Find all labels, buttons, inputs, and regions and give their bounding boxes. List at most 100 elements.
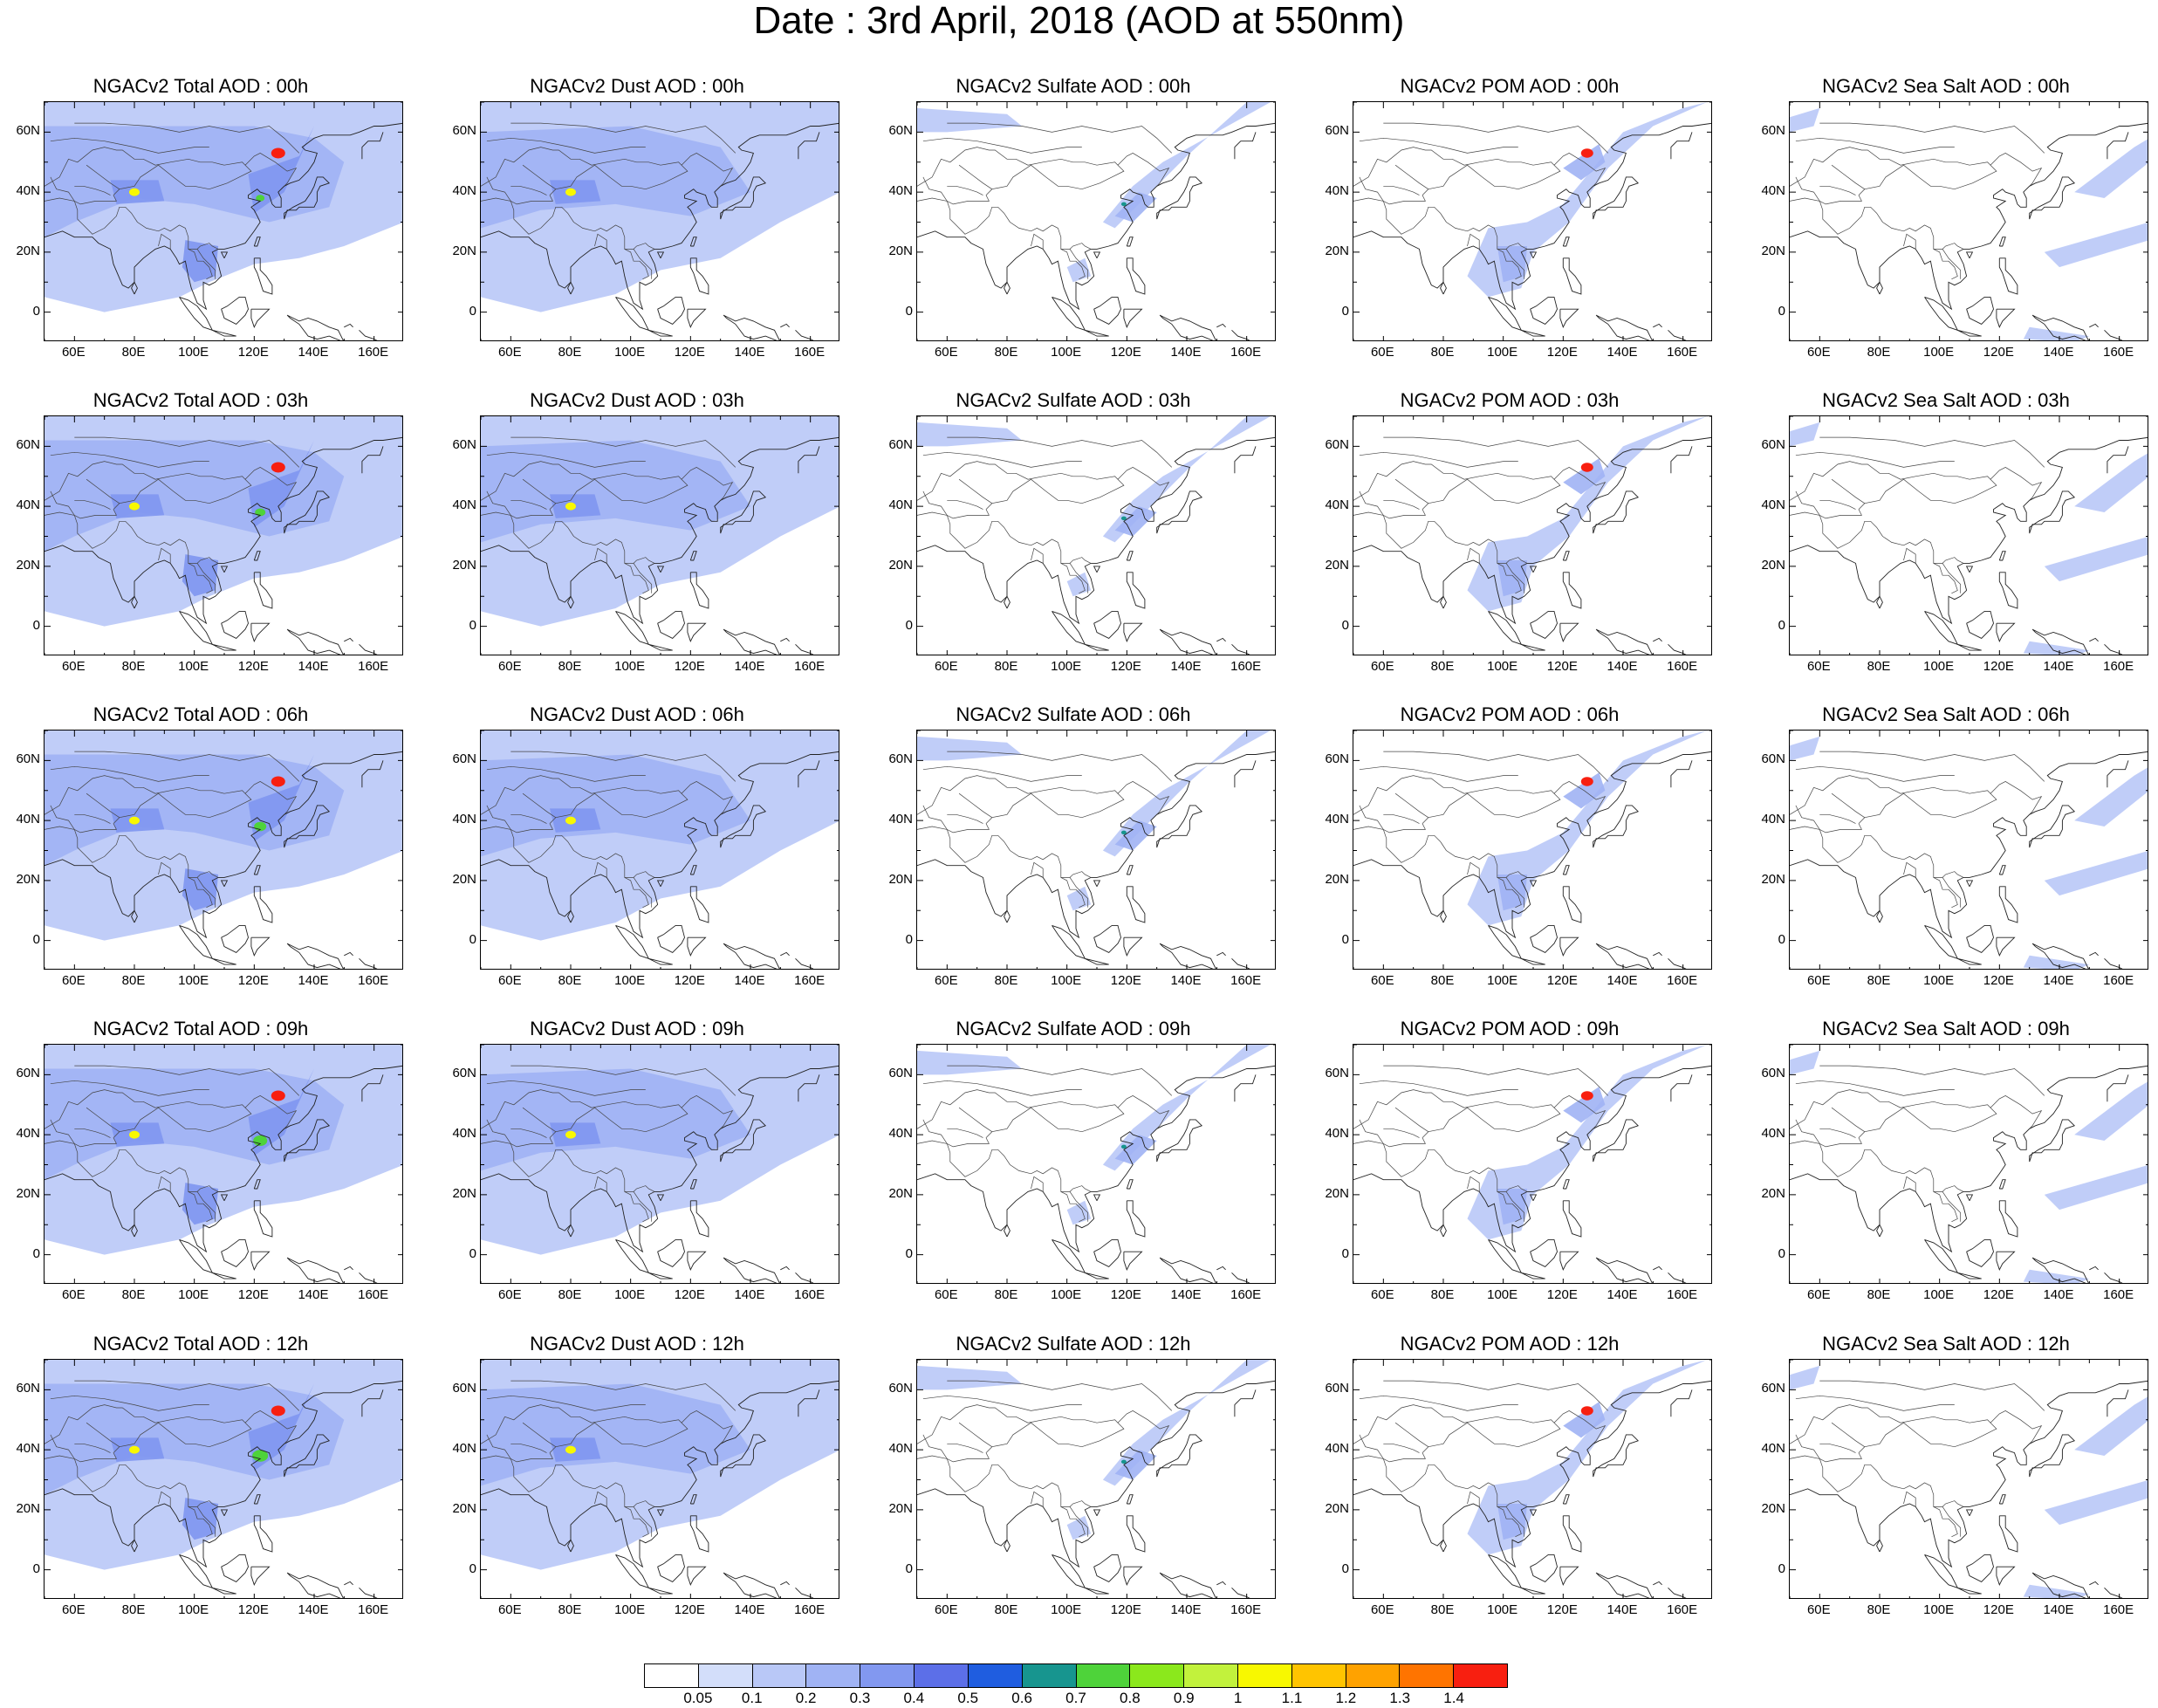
- lat-label: 20N: [1761, 243, 1785, 258]
- coastline: [687, 1566, 707, 1586]
- country-border: [510, 1065, 736, 1096]
- coastline: [1488, 1238, 1523, 1274]
- country-border: [510, 1128, 547, 1138]
- country-border: [50, 490, 75, 516]
- coastline: [286, 628, 344, 655]
- country-border: [481, 195, 553, 205]
- aod-plume: [2044, 223, 2148, 268]
- country-border: [958, 478, 992, 504]
- coastline: [1488, 610, 1523, 646]
- country-border: [481, 461, 682, 501]
- coastline: [687, 308, 707, 328]
- coastline: [221, 1554, 249, 1582]
- lon-label: 80E: [1430, 1602, 1455, 1617]
- lat-label: 40N: [1761, 812, 1785, 827]
- lon-label: 80E: [121, 345, 146, 360]
- country-border: [1819, 1143, 1964, 1192]
- country-border: [50, 1080, 209, 1096]
- coastline: [1790, 436, 2148, 625]
- colorbar-swatch: [1022, 1664, 1077, 1687]
- lon-label: 80E: [121, 1287, 146, 1302]
- lon-label: 60E: [497, 973, 522, 988]
- lon-label: 140E: [734, 1602, 765, 1617]
- aod-fill-layer: [1790, 736, 2148, 969]
- country-border: [1819, 813, 1856, 824]
- aod-fill-layer: [917, 416, 1271, 597]
- coastline: [723, 1257, 780, 1283]
- country-border: [1790, 1404, 1991, 1444]
- coastline: [1595, 314, 1653, 340]
- coastline: [687, 1251, 707, 1271]
- coastline: [798, 1074, 820, 1102]
- coastline: [780, 951, 790, 957]
- coastline: [1529, 566, 1538, 573]
- country-border: [917, 461, 1119, 501]
- coastline: [1123, 308, 1143, 328]
- lat-label: 0: [1341, 931, 1349, 947]
- coastline: [567, 1539, 574, 1553]
- map-panel-seasalt-2: NGACv2 Sea Salt AOD : 06h 60N 40N 20N 0 60E 80…: [1745, 703, 2148, 1000]
- map-frame: [44, 1359, 403, 1599]
- lon-label: 120E: [674, 973, 705, 988]
- map-panel-total-3: NGACv2 Total AOD : 09h 60N 40N 20N 0 60E 80E 10…: [0, 1018, 403, 1314]
- lon-label: 120E: [1546, 659, 1578, 674]
- country-border: [1422, 780, 1607, 824]
- country-border: [45, 1137, 117, 1148]
- colorbar-swatch: [752, 1664, 807, 1687]
- country-border: [1382, 201, 1528, 250]
- country-border: [1060, 877, 1086, 909]
- coastline: [917, 751, 1275, 939]
- country-border: [50, 1395, 209, 1411]
- lon-label: 160E: [794, 345, 826, 360]
- aod-map-pom: [1353, 416, 1711, 655]
- country-border: [1422, 1094, 1607, 1138]
- lon-label: 60E: [934, 973, 958, 988]
- country-border: [1383, 813, 1420, 824]
- coastline: [2029, 805, 2076, 848]
- lon-label: 100E: [178, 1602, 209, 1617]
- country-border: [510, 499, 547, 510]
- coastline-layer: [45, 122, 402, 340]
- country-border: [1933, 563, 1958, 594]
- lat-label: 0: [1341, 1561, 1349, 1576]
- coastline: [1562, 257, 1582, 295]
- country-border: [486, 805, 511, 830]
- country-border: [1060, 1506, 1086, 1538]
- lon-label: 60E: [1370, 1287, 1394, 1302]
- lon-label: 60E: [61, 659, 86, 674]
- coastline: [1529, 251, 1538, 258]
- country-border: [50, 176, 75, 202]
- aod-map-seasalt: [1790, 731, 2148, 969]
- coastline: [1234, 132, 1257, 160]
- country-border: [594, 233, 607, 250]
- coastline: [2104, 1587, 2123, 1598]
- lon-label: 100E: [1923, 659, 1955, 674]
- country-border: [481, 1404, 682, 1444]
- country-border: [1383, 1128, 1420, 1138]
- country-border: [1819, 185, 1856, 195]
- coastline: [359, 957, 378, 969]
- aod-plume: [45, 754, 345, 866]
- country-border: [158, 861, 171, 878]
- coastline: [687, 622, 707, 642]
- coastline: [221, 1238, 249, 1267]
- country-border: [74, 1128, 111, 1138]
- country-border: [1394, 792, 1428, 818]
- panel-title: NGACv2 Sea Salt AOD : 12h: [1822, 1333, 2070, 1355]
- lat-label: 40N: [1761, 1441, 1785, 1457]
- coastline: [2089, 1266, 2099, 1271]
- country-border: [1394, 1107, 1428, 1132]
- coastline: [1052, 1238, 1086, 1274]
- country-border: [1467, 547, 1480, 564]
- country-border: [510, 122, 736, 154]
- country-border: [922, 176, 948, 202]
- aod-hotspot: [1580, 463, 1593, 472]
- coastline: [45, 751, 402, 939]
- lat-label: 0: [1341, 617, 1349, 633]
- country-border: [1383, 751, 1609, 782]
- country-border: [624, 1191, 649, 1223]
- lon-label: 80E: [558, 1602, 582, 1617]
- coastline: [131, 1224, 138, 1238]
- coastline: [179, 296, 214, 332]
- map-frame: [1353, 1359, 1712, 1599]
